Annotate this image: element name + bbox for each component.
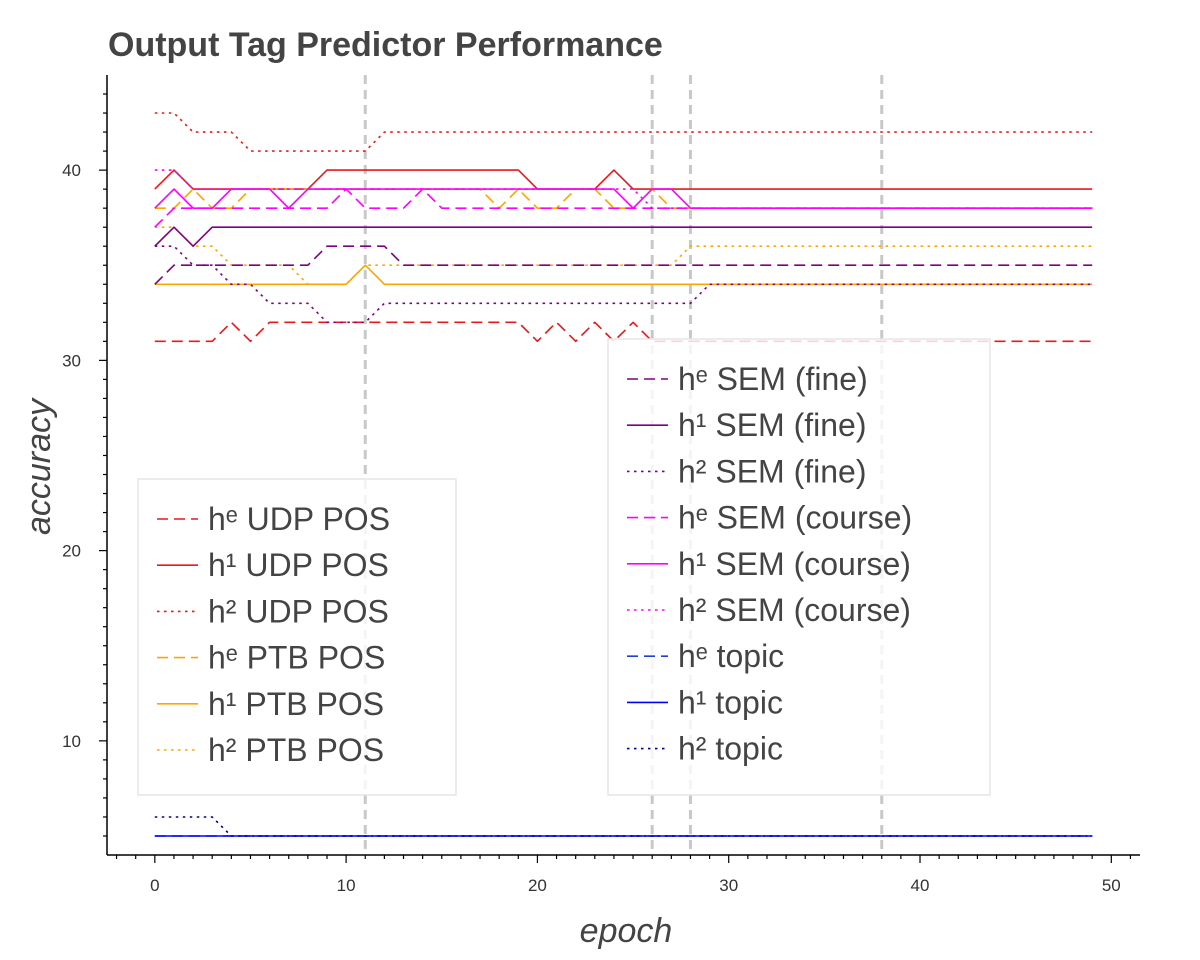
legend-lower-left: hᵉ UDP POS h¹ UDP POS h² UDP POS hᵉ PTB POS… xyxy=(137,478,457,796)
x-tick-label: 40 xyxy=(911,876,930,895)
series-line-4 xyxy=(154,264,1093,286)
x-tick-label: 50 xyxy=(1102,876,1121,895)
legend-label: h² PTB POS xyxy=(208,732,384,768)
chart-title: Output Tag Predictor Performance xyxy=(108,26,663,64)
legend-label: h¹ SEM (course) xyxy=(678,546,911,582)
legend-label: hᵉ PTB POS xyxy=(208,640,385,676)
x-tick-label: 20 xyxy=(528,876,547,895)
x-tick-label: 30 xyxy=(719,876,738,895)
y-tick-label: 30 xyxy=(62,351,81,370)
x-tick-label: 10 xyxy=(337,876,356,895)
y-tick-label: 20 xyxy=(62,542,81,561)
y-axis-label: accuracy xyxy=(20,397,58,535)
series-line-2 xyxy=(154,112,1093,152)
legend-label: hᵉ topic xyxy=(678,638,784,674)
legend-box xyxy=(607,338,991,796)
series-line-7 xyxy=(154,226,1093,247)
y-tick-label: 10 xyxy=(62,732,81,751)
legends: hᵉ UDP POS h¹ UDP POS h² UDP POS hᵉ PTB POS… xyxy=(137,338,991,796)
legend-box xyxy=(137,478,457,796)
legend-label: h² UDP POS xyxy=(208,593,389,629)
series-line-8 xyxy=(154,245,1093,324)
series-line-11 xyxy=(154,169,1093,209)
series-line-6 xyxy=(154,245,1093,285)
legend-label: h² SEM (course) xyxy=(678,592,911,628)
series-layer xyxy=(154,112,1093,837)
legend-label: h² topic xyxy=(678,731,783,767)
legend-label: h¹ UDP POS xyxy=(208,547,389,583)
legend-center-right: hᵉ SEM (fine) h¹ SEM (fine) h² SEM (fine) h… xyxy=(607,338,991,796)
legend-label: h¹ PTB POS xyxy=(208,686,384,722)
legend-label: hᵉ SEM (fine) xyxy=(678,361,868,397)
legend-label: h¹ SEM (fine) xyxy=(678,407,866,443)
legend-label: h² SEM (fine) xyxy=(678,453,866,489)
series-line-14 xyxy=(154,816,1093,837)
axes: 0 10 20 30 40 50 10 20 30 40 xyxy=(62,75,1140,895)
series-line-1 xyxy=(154,169,1093,190)
x-axis-label: epoch xyxy=(580,912,673,950)
y-tick-label: 40 xyxy=(62,161,81,180)
legend-label: h¹ topic xyxy=(678,684,783,720)
series-line-10 xyxy=(154,188,1093,209)
legend-label: hᵉ UDP POS xyxy=(208,501,390,537)
series-line-5 xyxy=(154,226,1093,286)
x-tick-label: 0 xyxy=(150,876,159,895)
legend-label: hᵉ SEM (course) xyxy=(678,500,912,536)
